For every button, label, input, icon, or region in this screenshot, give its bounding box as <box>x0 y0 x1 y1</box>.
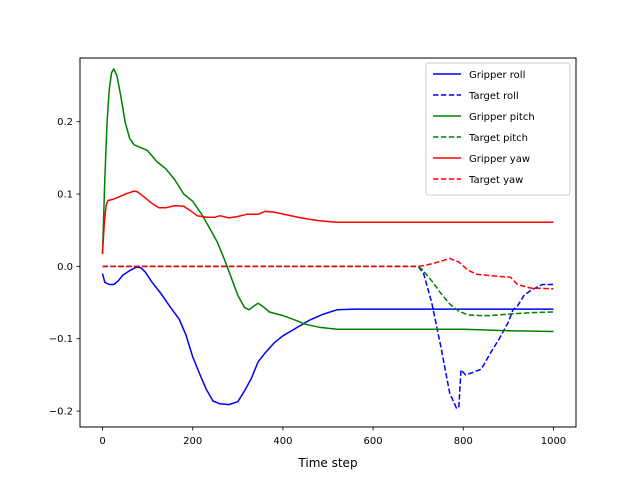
y-tick-label: 0.1 <box>57 190 73 201</box>
y-tick-label: −0.2 <box>49 407 73 418</box>
legend-label: Target roll <box>468 91 519 102</box>
legend-box <box>425 62 571 196</box>
series-line-5 <box>101 190 554 254</box>
x-tick-label: 400 <box>273 436 292 447</box>
y-tick-label: −0.1 <box>49 334 73 345</box>
x-axis: 0 200 400 600 800 1000 <box>99 427 566 447</box>
series-line-1 <box>101 266 554 406</box>
legend-label: Target pitch <box>468 133 528 144</box>
legend: Gripper roll Target roll Gripper pitch Targ… <box>425 62 571 196</box>
y-axis: −0.2 −0.1 0.0 0.1 0.2 <box>49 117 80 418</box>
x-tick-label: 800 <box>454 436 473 447</box>
x-tick-label: 1000 <box>541 436 566 447</box>
x-tick-label: 200 <box>183 436 202 447</box>
x-tick-label: 600 <box>364 436 383 447</box>
legend-label: Gripper yaw <box>469 154 530 165</box>
legend-label: Target yaw <box>468 175 523 186</box>
plot-frame <box>79 57 577 428</box>
plot-lines <box>101 68 554 409</box>
series-line-2 <box>102 265 554 409</box>
series-line-4 <box>102 265 554 317</box>
y-tick-label: 0.0 <box>57 262 73 273</box>
x-tick-label: 0 <box>99 436 105 447</box>
legend-label: Gripper roll <box>469 70 525 81</box>
series-line-6 <box>102 257 554 290</box>
series-line-3 <box>101 68 554 333</box>
legend-label: Gripper pitch <box>469 112 535 123</box>
y-tick-label: 0.2 <box>57 117 73 128</box>
x-axis-label: Time step <box>297 456 357 470</box>
